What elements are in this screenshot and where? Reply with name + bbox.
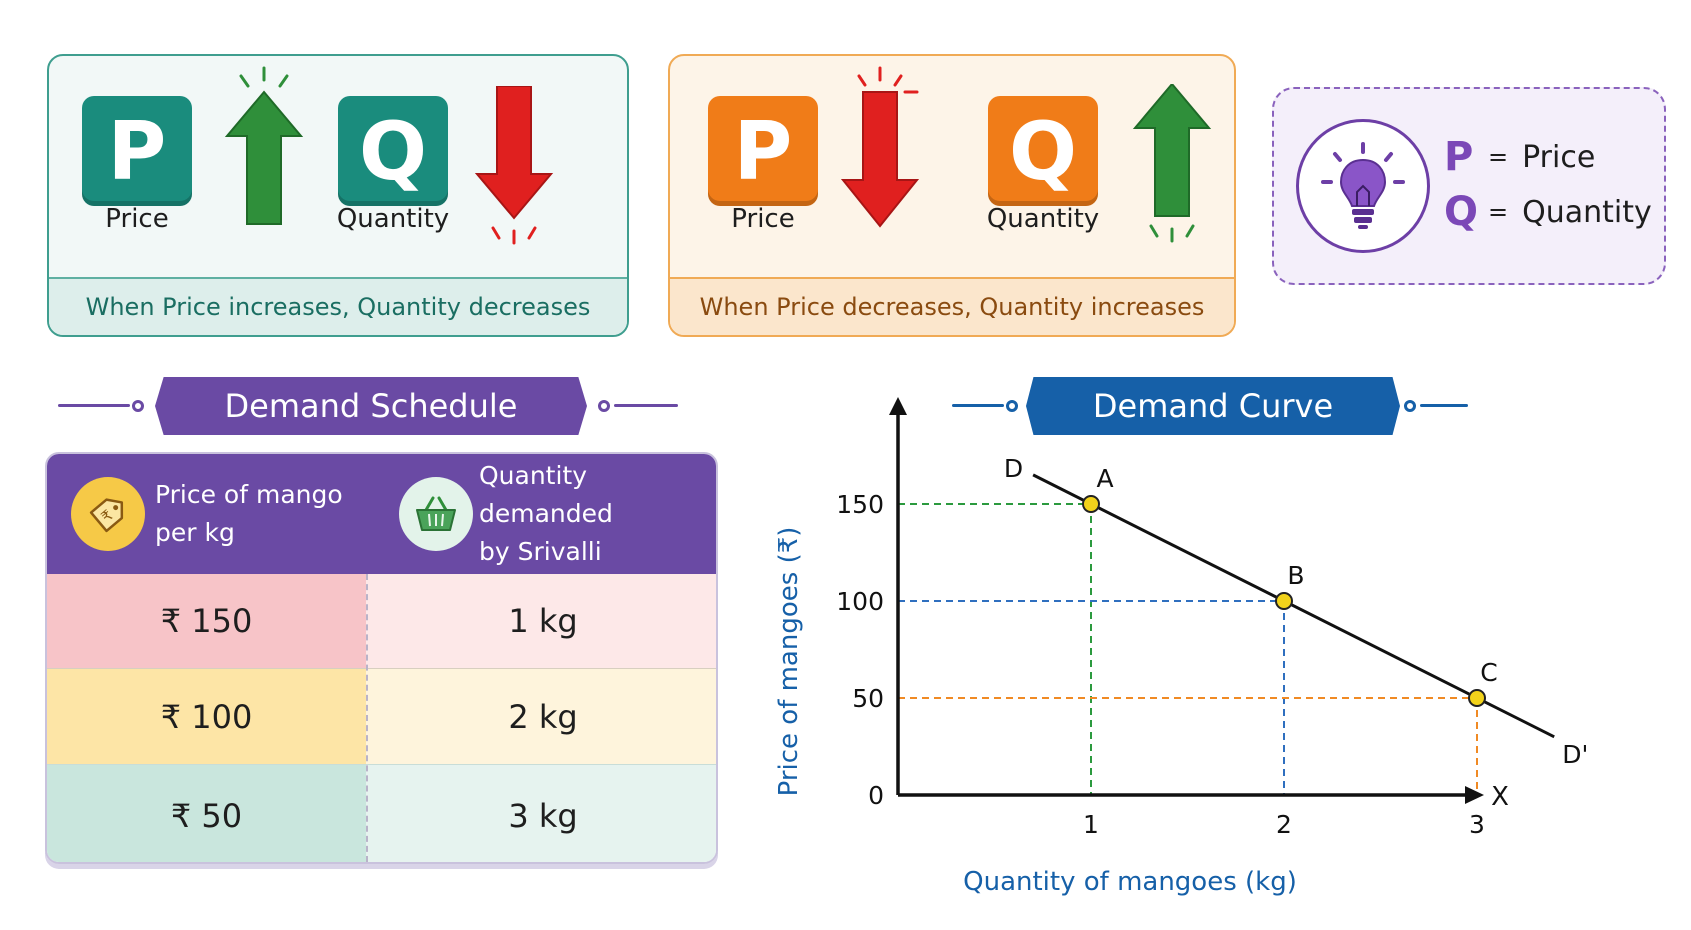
x-axis-title: Quantity of mangoes (kg)	[963, 867, 1297, 897]
y-tick-label: 100	[836, 587, 884, 616]
x-tick-label: 2	[1276, 810, 1292, 839]
legend-letter: P	[1444, 134, 1474, 180]
y-axis-title: Price of mangoes (₹)	[774, 527, 804, 797]
q-letter-box: Q	[338, 96, 448, 206]
price-increase-card: P Price Q Quantity When Price increases,…	[47, 54, 629, 337]
legend-equals: =	[1488, 198, 1509, 226]
data-point	[1082, 495, 1100, 513]
x-tick-label: 1	[1083, 810, 1099, 839]
quantity-label: Quantity	[336, 204, 450, 234]
price-tag-badge: ₹	[71, 477, 145, 551]
arrow-up-icon	[224, 66, 304, 225]
lightbulb-badge	[1296, 119, 1430, 253]
y-tick-label: 50	[852, 684, 884, 713]
data-point	[1275, 592, 1293, 610]
x-tick-label: 3	[1469, 810, 1485, 839]
p-letter: P	[107, 104, 167, 198]
column-header-quantity: Quantity demanded by Srivalli	[479, 454, 716, 574]
legend-row-quantity: Q = Quantity	[1444, 189, 1652, 235]
y-tick-label: 150	[836, 490, 884, 519]
price-cell: ₹ 50	[47, 765, 366, 862]
quantity-cell: 2 kg	[366, 669, 716, 764]
basket-badge	[399, 477, 473, 551]
banner-decoration	[1006, 400, 1018, 412]
q-letter: Q	[1008, 104, 1077, 198]
demand-line-start-label: D	[1004, 454, 1023, 483]
p-letter-box: P	[708, 96, 818, 206]
table-row: ₹ 150 1 kg	[47, 574, 716, 668]
arrow-down-icon	[840, 66, 920, 228]
price-decrease-card: P Price Q Quantity When Price decreases,…	[668, 54, 1236, 337]
data-point-label: A	[1096, 464, 1113, 493]
arrow-down-icon	[474, 86, 554, 245]
column-header-price: Price of mango per kg	[155, 454, 355, 574]
demand-line-end-label: D'	[1562, 740, 1588, 769]
legend-text: Quantity	[1522, 194, 1652, 230]
quantity-cell: 3 kg	[366, 765, 716, 862]
data-point-label: C	[1480, 658, 1497, 687]
y-tick-label: 0	[868, 781, 884, 810]
price-increase-caption: When Price increases, Quantity decreases	[49, 277, 627, 335]
quantity-cell: 1 kg	[366, 574, 716, 668]
x-axis-letter: X	[1491, 782, 1509, 812]
header-line: per kg	[155, 518, 235, 547]
header-line: Price of mango	[155, 480, 343, 509]
table-row: ₹ 100 2 kg	[47, 668, 716, 764]
price-label: Price	[731, 204, 795, 234]
table-row: ₹ 50 3 kg	[47, 764, 716, 862]
x-axis-arrowhead	[1465, 786, 1484, 804]
price-label: Price	[105, 204, 169, 234]
demand-curve-title: Demand Curve	[1026, 377, 1400, 435]
banner-decoration	[132, 400, 144, 412]
lightbulb-icon	[1321, 142, 1405, 229]
legend-letter: Q	[1444, 189, 1479, 235]
banner-decoration	[614, 404, 678, 407]
legend-text: Price	[1522, 139, 1596, 175]
price-tag-icon: ₹	[89, 498, 124, 533]
column-divider	[366, 574, 368, 862]
p-letter-box: P	[82, 96, 192, 206]
demand-line	[1032, 473, 1555, 739]
basket-icon	[416, 496, 456, 531]
arrow-up-icon	[1132, 84, 1212, 243]
q-letter: Q	[358, 104, 427, 198]
legend-card: P = Price Q = Quantity	[1272, 87, 1666, 285]
quantity-label: Quantity	[986, 204, 1100, 234]
banner-decoration	[58, 404, 130, 407]
price-decrease-caption: When Price decreases, Quantity increases	[670, 277, 1234, 335]
banner-decoration	[952, 404, 1004, 407]
banner-decoration	[1420, 404, 1468, 407]
banner-decoration	[598, 400, 610, 412]
data-point	[1468, 689, 1486, 707]
p-letter: P	[733, 104, 793, 198]
header-line: by Srivalli	[479, 537, 602, 566]
legend-row-price: P = Price	[1444, 134, 1595, 180]
demand-curve-chart: YX050100150123Quantity of mangoes (kg)Pr…	[774, 397, 1588, 897]
price-cell: ₹ 100	[47, 669, 366, 764]
data-point-label: B	[1287, 561, 1304, 590]
price-cell: ₹ 150	[47, 574, 366, 668]
demand-schedule-table: ₹ Price of mango per kg Q	[45, 452, 718, 864]
demand-schedule-title: Demand Schedule	[155, 377, 587, 435]
q-letter-box: Q	[988, 96, 1098, 206]
y-axis-arrowhead	[889, 397, 907, 415]
table-header: ₹ Price of mango per kg Q	[47, 454, 716, 574]
header-line: Quantity demanded	[479, 461, 613, 528]
banner-decoration	[1404, 400, 1416, 412]
legend-equals: =	[1488, 143, 1509, 171]
